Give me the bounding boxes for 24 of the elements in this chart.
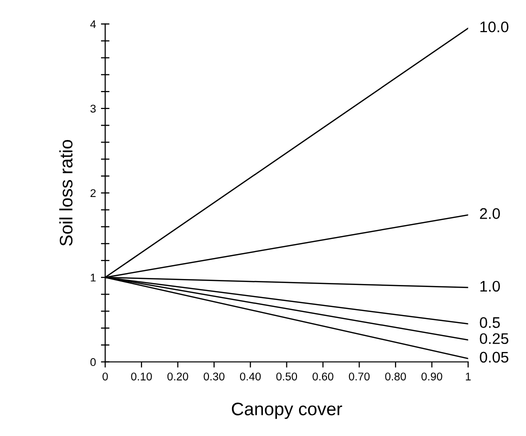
- series-label: 0.05: [480, 352, 508, 363]
- y-tick-label: 3: [90, 104, 96, 113]
- x-tick-label: 0.50: [276, 372, 298, 380]
- y-tick-label: 4: [90, 20, 96, 28]
- x-tick-label: 0.20: [167, 372, 188, 380]
- series-label: 10.0: [480, 21, 508, 32]
- series-label: 2.0: [480, 208, 500, 219]
- x-axis-title: Canopy cover: [232, 402, 342, 419]
- series-label: 0.25: [480, 333, 508, 344]
- y-axis-title: Soil loss ratio: [59, 140, 73, 246]
- x-tick-label: 1: [466, 372, 471, 380]
- x-tick-label: 0: [102, 372, 108, 380]
- series-label: 1.0: [480, 280, 500, 292]
- x-tick-label: 0.70: [348, 372, 370, 380]
- x-tick-label: 0.10: [131, 372, 152, 380]
- y-tick-label: 0: [90, 358, 96, 366]
- y-tick-label: 2: [90, 189, 96, 197]
- x-tick-label: 0.40: [240, 372, 261, 380]
- series-label: 0.5: [480, 317, 500, 328]
- x-tick-label: 0.80: [385, 372, 406, 380]
- y-tick-label: 1: [90, 274, 96, 282]
- x-tick-label: 0.90: [421, 372, 442, 380]
- x-tick-label: 0.30: [204, 372, 224, 380]
- x-tick-label: 0.60: [312, 372, 334, 380]
